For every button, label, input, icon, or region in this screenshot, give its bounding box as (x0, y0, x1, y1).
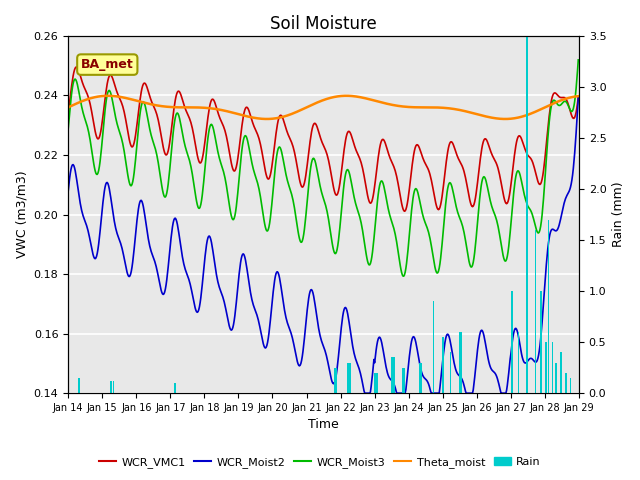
WCR_Moist2 (64, 189, 72, 194)
Line: WCR_VMC1: WCR_VMC1 (68, 67, 579, 211)
Line: WCR_Moist2: WCR_Moist2 (68, 98, 579, 393)
Theta_moist (127, 96, 134, 102)
Title: Soil Moisture: Soil Moisture (270, 15, 377, 33)
Theta_moist (401, 104, 409, 109)
WCR_VMC1 (205, 105, 213, 111)
WCR_Moist3 (400, 273, 408, 279)
Line: WCR_Moist3: WCR_Moist3 (68, 60, 579, 276)
Theta_moist (179, 105, 186, 110)
WCR_VMC1 (401, 208, 409, 214)
WCR_Moist2 (178, 250, 186, 255)
Theta_moist (64, 105, 72, 110)
WCR_VMC1 (575, 94, 582, 100)
WCR_Moist2 (74, 181, 81, 187)
WCR_VMC1 (179, 96, 186, 102)
WCR_VMC1 (73, 64, 81, 70)
Theta_moist (104, 93, 112, 99)
WCR_Moist3 (74, 82, 81, 87)
WCR_Moist3 (385, 209, 393, 215)
Theta_moist (263, 116, 271, 122)
Theta_moist (74, 100, 81, 106)
WCR_Moist3 (64, 126, 72, 132)
Theta_moist (575, 93, 582, 99)
Line: Theta_moist: Theta_moist (68, 96, 579, 119)
WCR_Moist3 (178, 126, 186, 132)
WCR_Moist2 (401, 390, 408, 396)
WCR_Moist3 (401, 272, 408, 278)
Legend: WCR_VMC1, WCR_Moist2, WCR_Moist3, Theta_moist, Rain: WCR_VMC1, WCR_Moist2, WCR_Moist3, Theta_… (95, 452, 545, 472)
X-axis label: Time: Time (308, 419, 339, 432)
Y-axis label: Rain (mm): Rain (mm) (612, 182, 625, 247)
Y-axis label: VWC (m3/m3): VWC (m3/m3) (15, 171, 28, 258)
Theta_moist (205, 105, 213, 111)
WCR_Moist2 (126, 273, 134, 279)
WCR_Moist3 (205, 130, 212, 136)
WCR_Moist3 (126, 181, 134, 187)
WCR_Moist2 (205, 233, 212, 239)
Text: BA_met: BA_met (81, 58, 134, 71)
WCR_VMC1 (64, 111, 72, 117)
WCR_VMC1 (386, 154, 394, 159)
WCR_VMC1 (127, 142, 134, 147)
WCR_Moist2 (361, 390, 369, 396)
WCR_Moist2 (575, 95, 582, 101)
Theta_moist (387, 102, 394, 108)
WCR_Moist3 (575, 57, 582, 63)
WCR_VMC1 (401, 208, 408, 214)
WCR_Moist2 (386, 375, 394, 381)
WCR_VMC1 (74, 66, 82, 72)
